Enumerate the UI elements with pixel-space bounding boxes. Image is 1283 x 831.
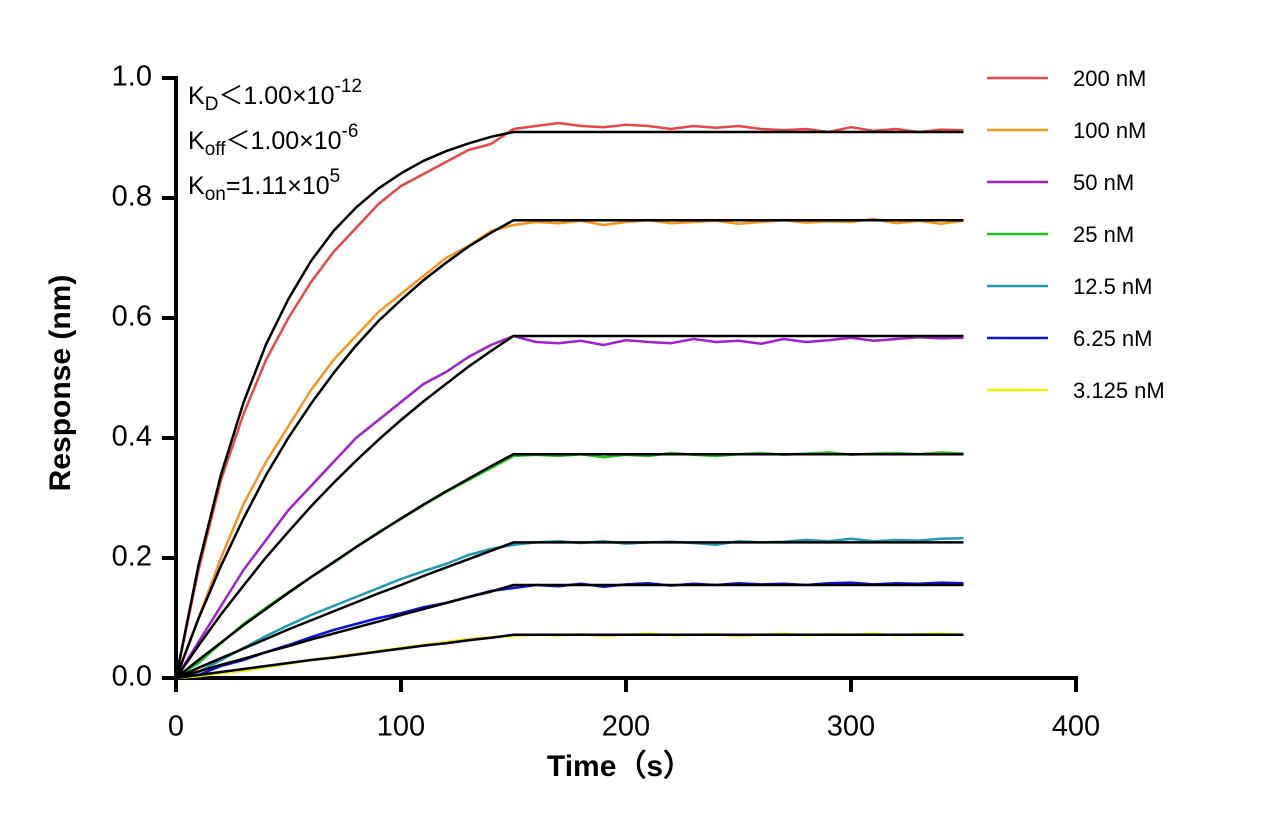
legend-label: 6.25 nM [1073,326,1153,351]
y-tick-label: 0.0 [112,661,152,693]
y-tick-label: 0.6 [112,301,152,333]
fit-line [175,633,964,680]
annotation-sub: off [205,139,227,160]
fit-line [174,130,964,679]
y-tick-label: 0.2 [112,541,152,573]
annotation-base: K [188,127,205,155]
data-line [174,121,964,679]
legend-label: 100 nM [1073,118,1146,143]
legend-label: 50 nM [1073,170,1134,195]
annotation-sub: on [205,184,226,205]
annotation-sup: 5 [330,166,341,187]
fit-line [174,218,964,679]
y-tick-label: 0.4 [112,421,152,453]
x-tick-label: 400 [1052,711,1100,743]
legend-label: 12.5 nM [1073,274,1153,299]
annotation-text: =1.11×10 [226,172,330,200]
annotation: Koff＜1.00×10-6 [188,121,358,160]
x-tick-label: 200 [602,711,650,743]
data-line [175,632,964,680]
annotation: KD＜1.00×10-12 [188,76,362,115]
legend-label: 3.125 nM [1073,378,1165,403]
y-tick-label: 1.0 [112,61,152,93]
fit-line [175,452,964,679]
x-tick-label: 0 [168,711,184,743]
fit-line [175,541,964,680]
annotation-sup: -12 [335,76,362,97]
y-tick-label: 0.8 [112,181,152,213]
annotation-sub: D [205,94,219,115]
annotation-base: K [188,172,205,200]
y-axis-label: Response (nm) [44,275,77,492]
annotation: Kon=1.11×105 [188,166,340,205]
legend-label: 25 nM [1073,222,1134,247]
legend-label: 200 nM [1073,66,1146,91]
x-axis-label: Time（s） [547,749,693,783]
fit-line [175,583,964,680]
annotation-text: ＜1.00×10 [218,82,334,110]
data-line [175,536,964,680]
x-tick-label: 300 [827,711,875,743]
data-line [174,217,964,679]
fit-line [174,334,964,679]
annotation-base: K [188,82,205,110]
data-line [174,334,964,679]
annotation-sup: -6 [342,121,359,142]
x-tick-label: 100 [377,711,425,743]
annotation-text: ＜1.00×10 [225,127,341,155]
